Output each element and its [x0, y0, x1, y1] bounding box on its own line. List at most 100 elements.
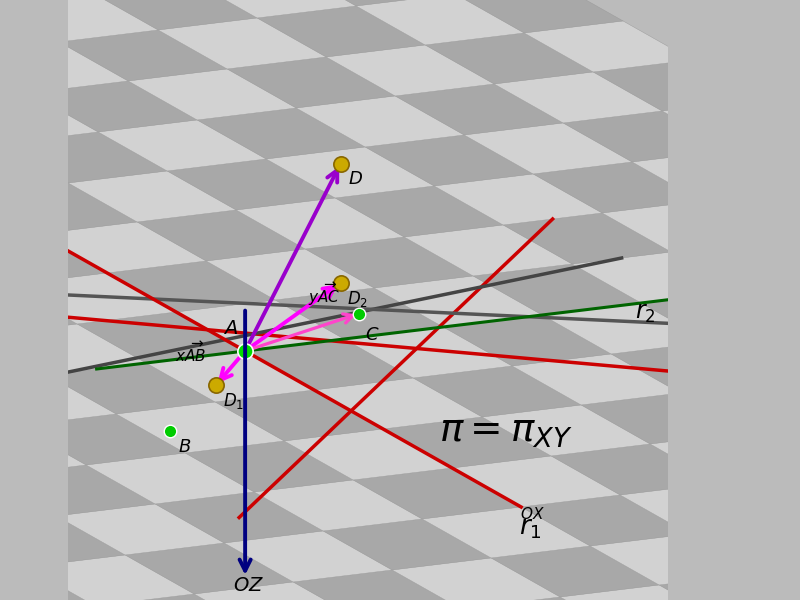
- Polygon shape: [521, 495, 689, 546]
- Polygon shape: [0, 528, 26, 579]
- Polygon shape: [758, 561, 800, 600]
- Text: $A$: $A$: [223, 319, 238, 338]
- Polygon shape: [533, 162, 701, 213]
- Polygon shape: [185, 441, 353, 492]
- Polygon shape: [749, 420, 800, 471]
- Polygon shape: [503, 213, 671, 264]
- Polygon shape: [254, 480, 422, 531]
- Text: $\pi = \pi_{XY}$: $\pi = \pi_{XY}$: [439, 413, 573, 451]
- Polygon shape: [0, 93, 98, 144]
- Polygon shape: [8, 273, 176, 324]
- Text: $OZ$: $OZ$: [233, 576, 264, 595]
- Text: $r_1$: $r_1$: [518, 515, 542, 541]
- Polygon shape: [0, 3, 59, 54]
- Polygon shape: [512, 354, 680, 405]
- Polygon shape: [473, 264, 641, 315]
- Polygon shape: [0, 234, 107, 285]
- Polygon shape: [89, 0, 257, 30]
- Polygon shape: [326, 45, 494, 96]
- Polygon shape: [188, 0, 356, 18]
- Polygon shape: [563, 111, 731, 162]
- Polygon shape: [0, 324, 146, 375]
- Polygon shape: [0, 144, 68, 195]
- Polygon shape: [0, 387, 17, 438]
- Polygon shape: [128, 69, 296, 120]
- Polygon shape: [680, 381, 800, 432]
- Polygon shape: [125, 543, 293, 594]
- Polygon shape: [641, 291, 800, 342]
- Polygon shape: [356, 0, 524, 45]
- Polygon shape: [770, 228, 800, 279]
- Polygon shape: [0, 246, 8, 297]
- Polygon shape: [245, 339, 413, 390]
- Polygon shape: [710, 330, 800, 381]
- Polygon shape: [701, 189, 800, 240]
- Polygon shape: [137, 210, 305, 261]
- Polygon shape: [56, 504, 224, 555]
- Polygon shape: [59, 30, 227, 81]
- Polygon shape: [206, 249, 374, 300]
- Polygon shape: [671, 240, 800, 291]
- Polygon shape: [0, 132, 167, 183]
- Polygon shape: [0, 465, 155, 516]
- Polygon shape: [494, 72, 662, 123]
- Polygon shape: [227, 57, 395, 108]
- Polygon shape: [215, 390, 383, 441]
- Polygon shape: [0, 285, 77, 336]
- Polygon shape: [434, 174, 602, 225]
- Polygon shape: [0, 0, 158, 42]
- Polygon shape: [29, 81, 197, 132]
- Polygon shape: [0, 336, 47, 387]
- Polygon shape: [0, 567, 95, 600]
- Text: $D_1$: $D_1$: [223, 391, 244, 412]
- Polygon shape: [17, 414, 185, 465]
- Polygon shape: [659, 573, 800, 600]
- Polygon shape: [344, 327, 512, 378]
- Polygon shape: [374, 276, 542, 327]
- Polygon shape: [413, 366, 581, 417]
- Polygon shape: [116, 402, 284, 453]
- Polygon shape: [392, 558, 560, 600]
- Polygon shape: [581, 393, 749, 444]
- Polygon shape: [353, 468, 521, 519]
- Polygon shape: [779, 369, 800, 420]
- Polygon shape: [740, 279, 800, 330]
- Polygon shape: [590, 534, 758, 585]
- Polygon shape: [551, 444, 719, 495]
- Polygon shape: [542, 303, 710, 354]
- Polygon shape: [572, 252, 740, 303]
- Polygon shape: [38, 222, 206, 273]
- Polygon shape: [257, 6, 425, 57]
- Polygon shape: [0, 42, 128, 93]
- Polygon shape: [689, 522, 800, 573]
- Polygon shape: [0, 477, 56, 528]
- Text: $C$: $C$: [365, 325, 380, 343]
- Polygon shape: [365, 135, 533, 186]
- Polygon shape: [86, 453, 254, 504]
- Polygon shape: [452, 456, 620, 507]
- Polygon shape: [47, 363, 215, 414]
- Polygon shape: [0, 183, 137, 234]
- Polygon shape: [0, 375, 116, 426]
- Text: $B$: $B$: [178, 438, 191, 456]
- Polygon shape: [560, 585, 728, 600]
- Polygon shape: [650, 432, 800, 483]
- Polygon shape: [107, 261, 275, 312]
- Polygon shape: [68, 171, 236, 222]
- Polygon shape: [593, 60, 761, 111]
- Polygon shape: [395, 84, 563, 135]
- Text: $y\overrightarrow{AC}$: $y\overrightarrow{AC}$: [308, 281, 341, 308]
- Polygon shape: [284, 429, 452, 480]
- Polygon shape: [611, 342, 779, 393]
- Polygon shape: [77, 312, 245, 363]
- Polygon shape: [296, 96, 464, 147]
- Polygon shape: [26, 555, 194, 600]
- Polygon shape: [455, 0, 623, 33]
- Polygon shape: [620, 483, 788, 534]
- Text: $r_2$: $r_2$: [635, 301, 656, 325]
- Polygon shape: [404, 225, 572, 276]
- Polygon shape: [287, 0, 455, 6]
- Polygon shape: [335, 186, 503, 237]
- Polygon shape: [323, 519, 491, 570]
- Polygon shape: [662, 99, 800, 150]
